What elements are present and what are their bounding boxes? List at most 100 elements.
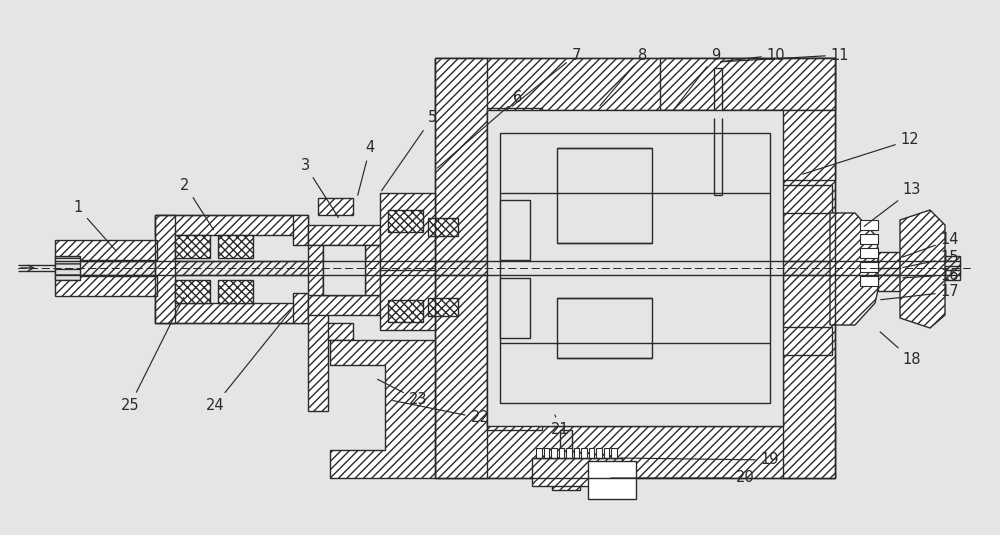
Bar xyxy=(566,448,572,458)
Bar xyxy=(293,293,308,323)
Text: 13: 13 xyxy=(864,182,921,226)
Text: 20: 20 xyxy=(611,470,754,485)
Bar xyxy=(663,215,695,237)
Bar xyxy=(536,448,542,458)
Bar xyxy=(388,210,423,232)
Bar xyxy=(435,58,487,478)
Bar xyxy=(588,461,636,499)
Text: 2: 2 xyxy=(180,178,214,230)
Text: 10: 10 xyxy=(721,48,785,63)
Bar xyxy=(500,278,530,338)
Bar xyxy=(860,276,878,286)
Text: 17: 17 xyxy=(881,285,959,300)
Bar xyxy=(323,277,361,295)
Bar xyxy=(660,110,835,180)
Bar xyxy=(532,458,622,486)
Bar xyxy=(55,240,157,260)
Bar xyxy=(558,448,564,458)
Bar xyxy=(557,298,652,358)
Bar xyxy=(388,300,423,322)
Bar xyxy=(435,426,835,478)
Text: 16: 16 xyxy=(903,268,959,282)
Bar xyxy=(663,302,695,324)
Bar xyxy=(544,448,549,458)
Bar xyxy=(175,235,210,258)
Bar xyxy=(323,250,361,268)
Bar xyxy=(308,303,328,411)
Bar xyxy=(318,198,353,215)
Text: 18: 18 xyxy=(880,332,921,368)
Bar xyxy=(660,190,780,215)
Bar xyxy=(428,218,458,236)
Text: 19: 19 xyxy=(621,453,779,468)
Text: 12: 12 xyxy=(803,133,919,174)
Bar xyxy=(380,270,435,330)
Text: 3: 3 xyxy=(300,157,339,218)
Bar xyxy=(55,256,80,280)
Bar xyxy=(557,148,652,243)
Text: 15: 15 xyxy=(903,250,959,268)
Polygon shape xyxy=(830,213,878,325)
Bar xyxy=(780,327,832,355)
Bar xyxy=(878,252,900,268)
Bar xyxy=(551,448,556,458)
Bar xyxy=(560,430,572,485)
Bar xyxy=(308,245,323,295)
Bar xyxy=(218,235,253,258)
Bar xyxy=(545,118,663,398)
Bar xyxy=(900,256,960,266)
Text: 5: 5 xyxy=(382,111,437,190)
Bar xyxy=(860,262,878,272)
Bar xyxy=(308,225,380,245)
Bar xyxy=(714,68,722,118)
Bar xyxy=(487,108,542,190)
Bar xyxy=(878,275,900,291)
Bar xyxy=(365,245,380,295)
Bar xyxy=(487,348,542,430)
Bar xyxy=(860,248,878,258)
Bar xyxy=(487,110,783,426)
Bar xyxy=(743,302,773,322)
Bar xyxy=(380,193,435,271)
Bar xyxy=(588,448,594,458)
Bar xyxy=(780,185,832,213)
Bar xyxy=(611,448,616,458)
Bar xyxy=(218,280,253,303)
Bar xyxy=(660,325,780,350)
Bar xyxy=(500,200,530,260)
Bar xyxy=(155,215,175,323)
Text: 25: 25 xyxy=(121,297,184,412)
Bar xyxy=(500,133,770,403)
Bar xyxy=(660,58,835,110)
Text: 9: 9 xyxy=(674,48,721,110)
Bar xyxy=(323,245,365,295)
Polygon shape xyxy=(330,340,435,478)
Text: 22: 22 xyxy=(393,401,489,425)
Text: 8: 8 xyxy=(600,48,648,106)
Bar xyxy=(487,190,542,348)
Bar xyxy=(435,58,835,110)
Bar xyxy=(308,295,380,315)
Bar xyxy=(318,323,353,340)
Text: 11: 11 xyxy=(721,48,849,63)
Bar xyxy=(703,302,735,324)
Bar xyxy=(860,234,878,244)
Bar xyxy=(293,215,308,245)
Bar xyxy=(783,58,835,478)
Text: 6: 6 xyxy=(437,90,523,168)
Bar xyxy=(55,261,960,275)
Text: 24: 24 xyxy=(206,310,291,412)
Text: 23: 23 xyxy=(377,379,427,408)
Bar xyxy=(552,482,580,490)
Bar xyxy=(743,218,773,238)
Text: 7: 7 xyxy=(512,48,581,106)
Text: 14: 14 xyxy=(903,233,959,257)
Bar xyxy=(703,215,735,237)
Bar xyxy=(900,270,960,280)
Bar xyxy=(596,448,602,458)
Bar xyxy=(860,220,878,230)
Bar xyxy=(175,280,210,303)
Text: 1: 1 xyxy=(73,201,116,251)
Bar xyxy=(55,276,157,296)
Bar xyxy=(581,448,586,458)
